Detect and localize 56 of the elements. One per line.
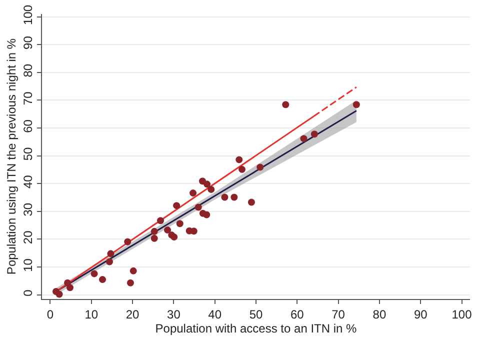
point (150, 234, 158, 242)
point (190, 228, 198, 235)
y-tick-label: 30 (21, 202, 36, 216)
y-tick-label: 90 (21, 36, 36, 50)
point (230, 194, 238, 201)
point (124, 238, 132, 246)
point (173, 202, 180, 210)
y-tick-label: 0 (21, 289, 36, 296)
point (194, 204, 202, 211)
point (66, 284, 74, 292)
point (208, 186, 215, 193)
point (238, 166, 246, 173)
point (203, 211, 210, 218)
x-tick-label: 90 (414, 307, 428, 322)
point (99, 276, 106, 284)
x-tick-label: 70 (332, 307, 346, 322)
point (90, 270, 98, 278)
point (282, 101, 290, 108)
point (221, 194, 228, 201)
point (256, 164, 264, 171)
x-tick-label: 80 (372, 307, 386, 322)
point (126, 279, 134, 286)
y-tick-label: 70 (21, 91, 36, 106)
x-tick-label: 20 (126, 307, 140, 322)
point (107, 250, 114, 258)
point (56, 290, 63, 298)
point (300, 135, 308, 142)
x-tick-label: 60 (290, 307, 304, 322)
point (170, 234, 178, 240)
point (106, 258, 113, 266)
point (157, 217, 164, 224)
point (164, 226, 172, 234)
y-tick-label: 60 (21, 119, 36, 133)
point (248, 198, 255, 206)
y-tick-label: 50 (21, 147, 36, 161)
point (176, 220, 184, 228)
point (190, 190, 197, 197)
y-tick-label: 40 (21, 174, 36, 188)
point (236, 156, 243, 164)
y-tick-label: 20 (21, 230, 36, 244)
x-tick-label: 40 (208, 307, 222, 322)
x-tick-label: 0 (46, 307, 54, 322)
x-tick-label: 100 (452, 307, 472, 322)
x-axis-title: Population with access to an ITN in % (155, 321, 358, 336)
y-tick-label: 10 (21, 258, 36, 272)
y-axis-title: Population using ITN the previous night in % (4, 38, 18, 275)
point (130, 267, 137, 274)
y-tick-label: 80 (21, 64, 36, 78)
point (352, 101, 360, 108)
y-tick-label: 100 (21, 4, 36, 25)
x-tick-label: 50 (249, 307, 263, 322)
point (150, 228, 158, 235)
x-tick-label: 10 (84, 307, 98, 322)
point (204, 180, 211, 188)
point (310, 130, 318, 138)
x-tick-label: 30 (167, 307, 181, 322)
